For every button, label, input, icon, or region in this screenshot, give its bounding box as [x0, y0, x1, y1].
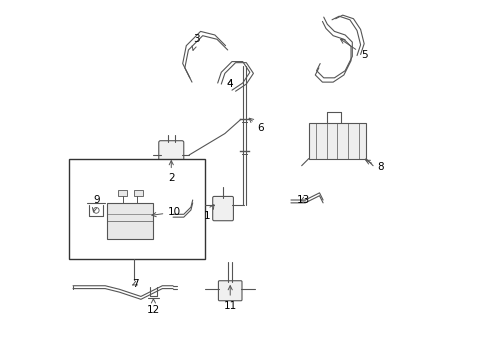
Text: 12: 12 — [146, 299, 160, 315]
Text: 4: 4 — [226, 78, 233, 89]
FancyBboxPatch shape — [218, 281, 242, 301]
Text: 11: 11 — [223, 286, 236, 311]
FancyBboxPatch shape — [69, 158, 205, 258]
Text: 8: 8 — [365, 160, 383, 172]
FancyBboxPatch shape — [107, 203, 153, 239]
Text: 13: 13 — [296, 195, 309, 204]
Text: 5: 5 — [340, 39, 366, 60]
FancyBboxPatch shape — [212, 197, 233, 221]
Text: 7: 7 — [132, 279, 139, 289]
FancyBboxPatch shape — [159, 141, 183, 169]
FancyBboxPatch shape — [308, 123, 365, 158]
Text: 1: 1 — [203, 205, 213, 221]
Bar — [134, 190, 142, 196]
Text: 2: 2 — [167, 161, 174, 183]
Text: 9: 9 — [92, 195, 100, 212]
Text: 10: 10 — [152, 207, 181, 217]
Text: 6: 6 — [249, 118, 264, 133]
Bar — [118, 190, 126, 196]
Text: 3: 3 — [192, 34, 199, 50]
